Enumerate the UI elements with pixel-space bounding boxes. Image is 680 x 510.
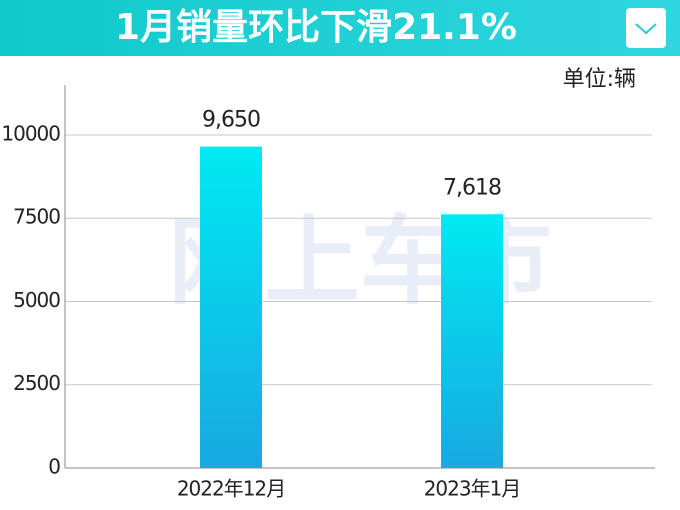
- dropdown-button[interactable]: [626, 8, 666, 48]
- unit-label: 单位:辆: [563, 67, 636, 92]
- y-tick-label: 7500: [13, 205, 60, 229]
- x-tick-label: 2022年12月: [177, 477, 285, 501]
- y-tick-label: 10000: [1, 121, 60, 145]
- y-tick-label: 5000: [13, 288, 60, 312]
- y-tick-label: 0: [48, 455, 60, 479]
- dropdown-icon: [635, 23, 657, 35]
- bar: [200, 146, 262, 468]
- chart-title: 1月销量环比下滑21.1%: [115, 7, 517, 48]
- value-label: 9,650: [202, 108, 260, 133]
- y-tick-label: 2500: [13, 371, 60, 395]
- bar: [441, 214, 503, 468]
- value-label: 7,618: [443, 175, 501, 200]
- x-tick-label: 2023年1月: [424, 477, 521, 501]
- title-banner: [0, 0, 680, 56]
